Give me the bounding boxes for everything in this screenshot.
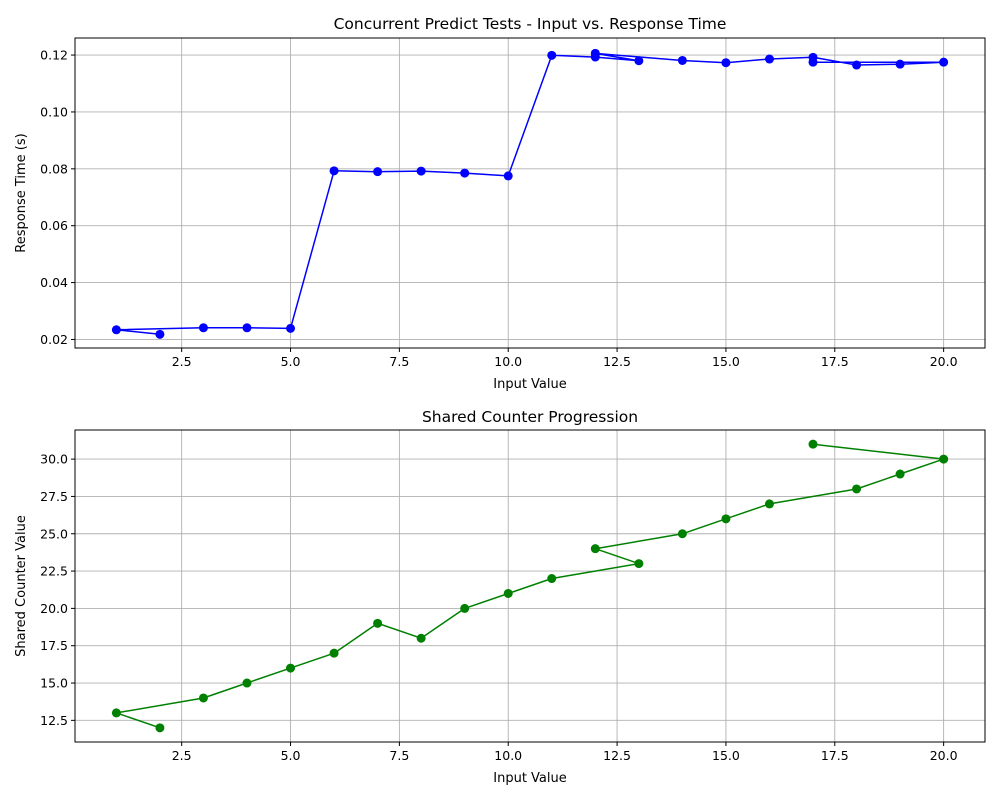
- x-tick-label: 17.5: [821, 748, 849, 763]
- data-point: [242, 678, 252, 688]
- data-point: [329, 648, 339, 658]
- data-point: [329, 166, 339, 176]
- x-tick-label: 17.5: [821, 354, 849, 369]
- data-point: [547, 574, 557, 584]
- x-tick-label: 20.0: [930, 748, 958, 763]
- series-line: [115, 443, 945, 729]
- axis-ticks: 2.5 5.0 7.5 10.0 12.5 15.0 17.5 20.0 0.02 0.04 0.0…: [40, 48, 957, 369]
- series-response-time: [111, 48, 949, 339]
- plot-frame: [74, 429, 986, 743]
- y-tick-label: 12.5: [40, 713, 68, 728]
- data-point: [286, 323, 296, 333]
- data-point: [939, 454, 949, 464]
- data-point: [111, 708, 121, 718]
- y-tick-label: 17.5: [40, 638, 68, 653]
- y-tick-label: 27.5: [40, 489, 68, 504]
- y-axis-label: Shared Counter Value: [14, 515, 29, 657]
- data-point: [416, 166, 426, 176]
- x-tick-label: 12.5: [603, 748, 631, 763]
- x-tick-label: 5.0: [281, 354, 301, 369]
- plot-frame: [74, 37, 986, 349]
- data-point: [590, 544, 600, 554]
- x-tick-label: 12.5: [603, 354, 631, 369]
- y-axis-label: Response Time (s): [14, 133, 29, 252]
- data-point: [373, 167, 383, 177]
- x-axis-label: Input Value: [493, 771, 567, 786]
- data-point: [590, 48, 600, 58]
- data-point: [198, 693, 208, 703]
- data-point: [416, 633, 426, 643]
- y-tick-label: 0.10: [40, 104, 68, 119]
- x-tick-label: 10.0: [494, 748, 522, 763]
- data-point: [242, 323, 252, 333]
- y-tick-label: 0.02: [40, 332, 68, 347]
- data-point: [503, 171, 513, 181]
- data-point: [677, 529, 687, 539]
- grid: [75, 430, 985, 742]
- chart-title: Concurrent Predict Tests - Input vs. Res…: [334, 15, 727, 33]
- data-point: [808, 439, 818, 449]
- x-tick-label: 7.5: [389, 354, 409, 369]
- x-tick-label: 15.0: [712, 354, 740, 369]
- x-tick-label: 10.0: [494, 354, 522, 369]
- series-shared-counter: [111, 439, 949, 733]
- data-point: [111, 325, 121, 335]
- data-point: [634, 559, 644, 569]
- data-point: [852, 60, 862, 70]
- data-point: [460, 603, 470, 613]
- data-point: [286, 663, 296, 673]
- data-point: [677, 55, 687, 65]
- y-tick-label: 30.0: [40, 452, 68, 467]
- y-tick-label: 25.0: [40, 526, 68, 541]
- x-axis-label: Input Value: [493, 377, 567, 392]
- data-point: [808, 57, 818, 67]
- data-point: [852, 484, 862, 494]
- y-tick-label: 0.08: [40, 161, 68, 176]
- chart-response-time: Concurrent Predict Tests - Input vs. Res…: [14, 15, 986, 392]
- data-point: [373, 618, 383, 628]
- y-tick-label: 0.12: [40, 48, 68, 63]
- x-tick-label: 5.0: [281, 748, 301, 763]
- grid: [75, 38, 985, 348]
- chart-title: Shared Counter Progression: [422, 408, 638, 426]
- data-point: [547, 50, 557, 60]
- y-tick-label: 0.04: [40, 275, 68, 290]
- y-tick-label: 15.0: [40, 676, 68, 691]
- y-tick-label: 22.5: [40, 564, 68, 579]
- data-point: [155, 723, 165, 733]
- x-tick-label: 2.5: [172, 748, 192, 763]
- data-point: [721, 514, 731, 524]
- series-line: [115, 52, 945, 336]
- x-tick-label: 15.0: [712, 748, 740, 763]
- data-point: [721, 58, 731, 68]
- data-point: [503, 588, 513, 598]
- x-tick-label: 2.5: [172, 354, 192, 369]
- data-point: [155, 329, 165, 339]
- data-point: [764, 499, 774, 509]
- data-point: [198, 323, 208, 333]
- chart-shared-counter: Shared Counter Progression 2.5 5.0 7.5 10.0…: [14, 408, 986, 786]
- data-point: [895, 469, 905, 479]
- data-point: [764, 54, 774, 64]
- data-point: [460, 168, 470, 178]
- y-tick-label: 20.0: [40, 601, 68, 616]
- y-tick-label: 0.06: [40, 218, 68, 233]
- x-tick-label: 20.0: [930, 354, 958, 369]
- x-tick-label: 7.5: [389, 748, 409, 763]
- data-point: [939, 57, 949, 67]
- data-point: [634, 56, 644, 66]
- data-point: [895, 59, 905, 69]
- axis-ticks: 2.5 5.0 7.5 10.0 12.5 15.0 17.5 20.0 12.5 15.0 17.…: [40, 452, 957, 763]
